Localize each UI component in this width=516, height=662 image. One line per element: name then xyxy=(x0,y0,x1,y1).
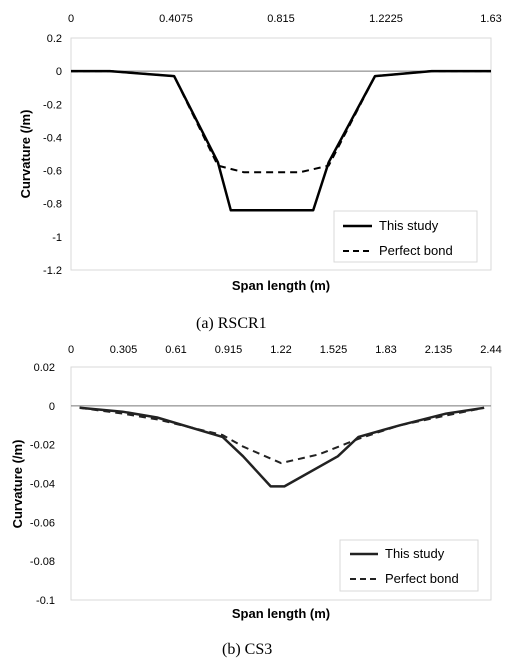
x-tick-label: 0.305 xyxy=(110,344,138,356)
x-axis-label: Span length (m) xyxy=(232,278,330,293)
caption-a: (a) RSCR1 xyxy=(196,315,267,332)
x-tick-label: 2.135 xyxy=(425,344,453,356)
series-line-perfect-bond xyxy=(71,70,491,174)
x-tick-labels: 0 0.305 0.61 0.915 1.22 1.525 1.83 2.135 2.44 xyxy=(68,344,502,356)
x-tick-label: 2.44 xyxy=(480,344,501,356)
x-tick-label: 0.4075 xyxy=(159,13,193,25)
y-tick-label: -0.08 xyxy=(30,556,55,568)
y-tick-label: 0 xyxy=(49,401,55,413)
y-tick-label: 0.02 xyxy=(34,362,55,374)
y-tick-label: -0.1 xyxy=(36,595,55,607)
y-tick-labels: 0.02 0 -0.02 -0.04 -0.06 -0.08 -0.1 xyxy=(30,362,55,607)
y-tick-label: -0.8 xyxy=(43,199,62,211)
y-tick-label: -0.6 xyxy=(43,166,62,178)
x-tick-label: 1.22 xyxy=(270,344,291,356)
legend-label-perfect-bond: Perfect bond xyxy=(385,571,459,586)
x-tick-label: 0.61 xyxy=(165,344,186,356)
legend-box xyxy=(339,539,479,592)
plot-area-frame xyxy=(70,37,492,271)
series-line-perfect-bond xyxy=(79,406,485,465)
legend: This study Perfect bond xyxy=(333,210,478,263)
x-tick-label: 1.2225 xyxy=(369,13,403,25)
legend-label-this-study: This study xyxy=(379,218,439,233)
y-axis-label: Curvature (/m) xyxy=(10,440,25,529)
legend-label-perfect-bond: Perfect bond xyxy=(379,243,453,258)
legend-box xyxy=(333,210,478,263)
x-tick-label: 1.63 xyxy=(480,13,501,25)
x-tick-label: 0.915 xyxy=(215,344,243,356)
x-tick-label: 0 xyxy=(68,13,74,25)
y-tick-label: -0.4 xyxy=(43,132,62,144)
x-tick-label: 0.815 xyxy=(267,13,295,25)
y-tick-label: -0.04 xyxy=(30,479,55,491)
series-line-this-study xyxy=(79,406,485,488)
x-tick-label: 1.83 xyxy=(375,344,396,356)
series-line-this-study xyxy=(71,69,491,212)
plot-area-frame xyxy=(70,366,492,601)
y-tick-label: -1 xyxy=(52,232,62,244)
y-tick-label: -0.02 xyxy=(30,440,55,452)
legend: This study Perfect bond xyxy=(339,539,479,592)
y-tick-label: 0.2 xyxy=(47,33,62,45)
series-lines xyxy=(79,406,485,488)
x-tick-labels: 0 0.4075 0.815 1.2225 1.63 xyxy=(68,13,502,25)
y-tick-label: 0 xyxy=(56,66,62,78)
x-axis-label: Span length (m) xyxy=(232,606,330,621)
y-tick-labels: 0.2 0 -0.2 -0.4 -0.6 -0.8 -1 -1.2 xyxy=(43,33,62,277)
x-tick-label: 1.525 xyxy=(320,344,348,356)
chart-rscr1: 0 0.4075 0.815 1.2225 1.63 0.2 0 -0.2 -0.4 -0.6 -… xyxy=(18,13,502,332)
caption-b: (b) CS3 xyxy=(222,641,272,658)
series-lines xyxy=(71,69,491,212)
y-tick-label: -1.2 xyxy=(43,265,62,277)
y-tick-label: -0.2 xyxy=(43,99,62,111)
x-tick-label: 0 xyxy=(68,344,74,356)
y-tick-label: -0.06 xyxy=(30,517,55,529)
y-axis-label: Curvature (/m) xyxy=(18,110,33,199)
legend-label-this-study: This study xyxy=(385,546,445,561)
chart-cs3: 0 0.305 0.61 0.915 1.22 1.525 1.83 2.135 2.44 0.… xyxy=(10,344,502,658)
